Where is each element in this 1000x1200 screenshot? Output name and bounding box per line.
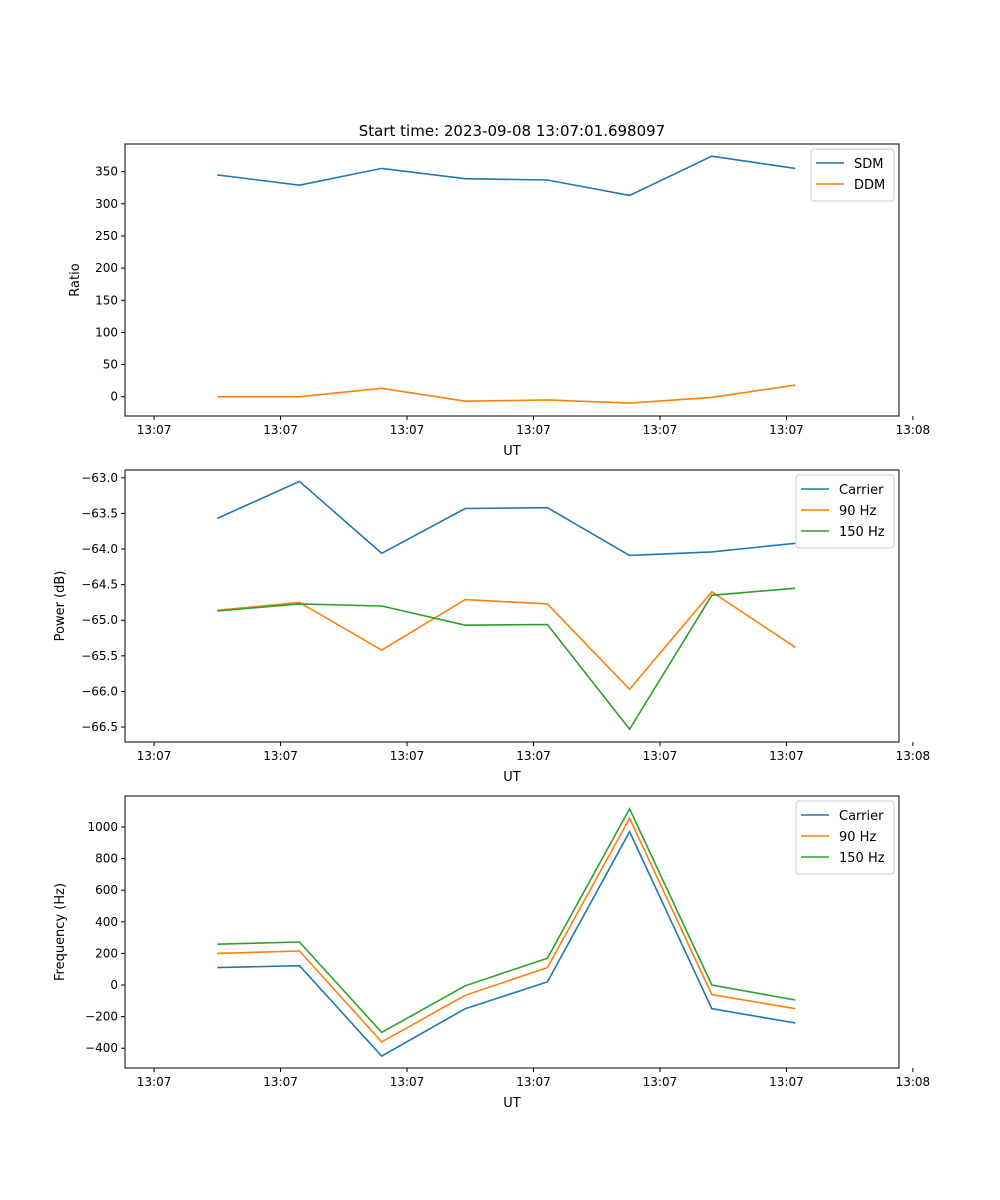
x-tick-label: 13:08 <box>896 1075 931 1089</box>
y-tick-label: −64.0 <box>81 542 118 556</box>
y-tick-label: 1000 <box>87 820 118 834</box>
legend-label: 90 Hz <box>839 504 876 519</box>
y-axis-label: Frequency (Hz) <box>53 883 68 981</box>
series-line-150-hz <box>217 587 796 731</box>
x-axis-label: UT <box>503 770 521 785</box>
y-tick-label: 300 <box>95 197 118 211</box>
axes-frame <box>124 143 900 417</box>
series-line-150-hz <box>217 807 796 1034</box>
legend-box <box>810 148 895 202</box>
y-tick-label: −200 <box>85 1010 118 1024</box>
x-tick-label: 13:07 <box>769 423 804 437</box>
y-tick-label: −64.5 <box>81 578 118 592</box>
legend: Carrier 90 Hz 150 Hz <box>795 474 895 549</box>
y-tick-label: 0 <box>110 390 118 404</box>
x-tick-label: 13:07 <box>516 1075 551 1089</box>
legend-label: 150 Hz <box>839 851 885 866</box>
y-tick-label: −400 <box>85 1041 118 1055</box>
y-tick-label: 600 <box>95 883 118 897</box>
x-tick-label: 13:07 <box>516 423 551 437</box>
y-tick-label: 400 <box>95 915 118 929</box>
x-tick-label: 13:07 <box>137 749 172 763</box>
x-tick-label: 13:07 <box>516 749 551 763</box>
y-tick-label: 350 <box>95 165 118 179</box>
y-tick-label: 200 <box>95 946 118 960</box>
panel-2: 13:07 13:07 13:07 13:07 13:07 13:07 13:08 −400 −… <box>53 795 931 1111</box>
figure-title: Start time: 2023-09-08 13:07:01.698097 <box>359 122 665 140</box>
x-tick-label: 13:08 <box>896 749 931 763</box>
x-tick-label: 13:07 <box>263 1075 298 1089</box>
y-tick-label: 50 <box>103 358 118 372</box>
legend-label: 150 Hz <box>839 525 885 540</box>
series-line-90-hz <box>217 590 796 691</box>
series-line-90-hz <box>217 816 796 1043</box>
y-tick-label: 200 <box>95 261 118 275</box>
y-tick-label: −66.0 <box>81 684 118 698</box>
series-line-sdm <box>217 155 796 197</box>
x-tick-label: 13:07 <box>263 749 298 763</box>
legend-label: 90 Hz <box>839 830 876 845</box>
legend: SDM DDM <box>810 148 895 202</box>
x-tick-label: 13:07 <box>390 423 425 437</box>
x-tick-label: 13:07 <box>643 749 678 763</box>
y-tick-label: 100 <box>95 325 118 339</box>
series-line-carrier <box>217 829 796 1058</box>
series-line-ddm <box>217 384 796 404</box>
panel-1: 13:07 13:07 13:07 13:07 13:07 13:07 13:08 −66.5… <box>53 469 931 785</box>
y-axis-label: Power (dB) <box>53 571 68 642</box>
legend: Carrier 90 Hz 150 Hz <box>795 800 895 875</box>
legend-box <box>795 800 895 875</box>
legend-label: DDM <box>854 178 885 193</box>
legend-label: SDM <box>854 157 883 172</box>
x-tick-label: 13:07 <box>137 1075 172 1089</box>
y-tick-label: 250 <box>95 229 118 243</box>
axes-frame <box>124 469 900 743</box>
x-axis-label: UT <box>503 1096 521 1111</box>
series-line-carrier <box>216 480 796 557</box>
legend-box <box>795 474 895 549</box>
y-tick-label: −65.0 <box>81 613 118 627</box>
legend-label: Carrier <box>839 809 884 824</box>
x-tick-label: 13:07 <box>643 1075 678 1089</box>
x-axis-label: UT <box>503 444 521 459</box>
x-tick-label: 13:07 <box>263 423 298 437</box>
legend-label: Carrier <box>839 483 884 498</box>
x-tick-label: 13:07 <box>769 749 804 763</box>
x-tick-label: 13:07 <box>390 749 425 763</box>
x-tick-label: 13:07 <box>643 423 678 437</box>
axes-frame <box>124 795 900 1069</box>
y-tick-label: −65.5 <box>81 649 118 663</box>
y-tick-label: −63.0 <box>81 471 118 485</box>
x-tick-label: 13:07 <box>137 423 172 437</box>
y-tick-label: 150 <box>95 293 118 307</box>
x-tick-label: 13:07 <box>390 1075 425 1089</box>
y-tick-label: −63.5 <box>81 506 118 520</box>
y-tick-label: 0 <box>110 978 118 992</box>
x-tick-label: 13:07 <box>769 1075 804 1089</box>
panel-0: 13:07 13:07 13:07 13:07 13:07 13:07 13:08 0 50 10… <box>68 143 931 459</box>
x-tick-label: 13:08 <box>896 423 931 437</box>
y-axis-label: Ratio <box>68 263 83 296</box>
y-tick-label: 800 <box>95 852 118 866</box>
y-tick-label: −66.5 <box>81 720 118 734</box>
